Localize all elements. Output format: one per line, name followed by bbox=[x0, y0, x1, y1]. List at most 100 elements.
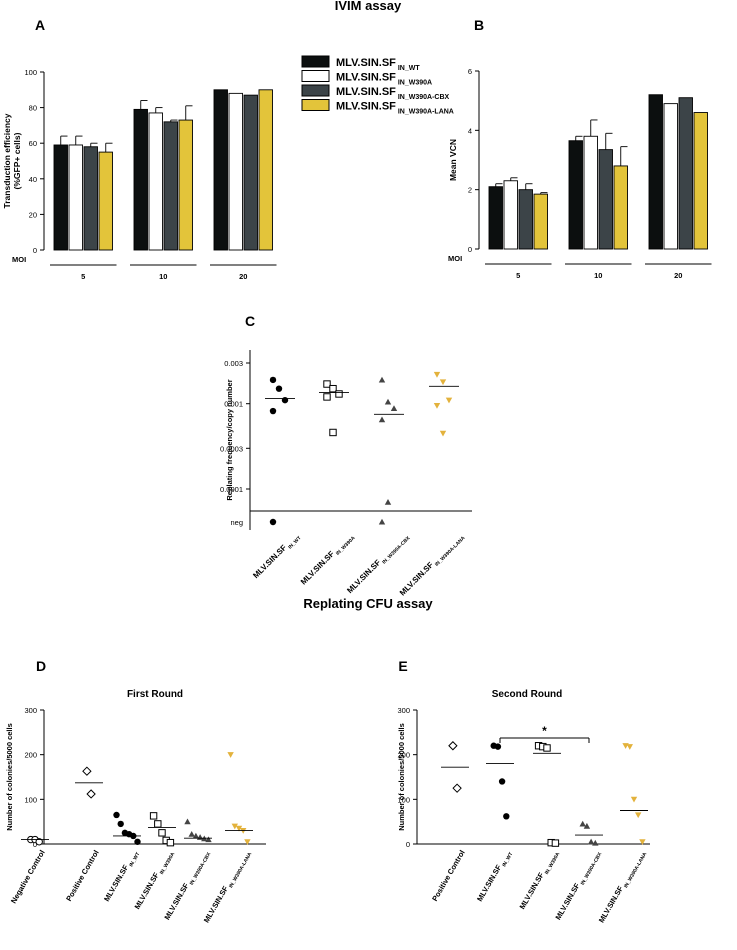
panel-e-point-3-2 bbox=[587, 838, 595, 845]
panel-e-point-0-0 bbox=[448, 741, 458, 751]
panel-a-bar-0-1 bbox=[68, 144, 83, 251]
panel-b-bar-2-1 bbox=[663, 103, 678, 250]
panel-b-y-tick-label-2: 4 bbox=[468, 126, 472, 135]
panel-e-point-4-1 bbox=[626, 744, 633, 750]
panel-e-x-label-0: Positive Control bbox=[430, 849, 467, 903]
panel-d-point-5-4 bbox=[244, 839, 251, 845]
panel-b-category-label-2: 20 bbox=[674, 271, 682, 280]
panel-d-title: First Round bbox=[127, 689, 183, 700]
panel-b-bar-0-2 bbox=[518, 189, 533, 250]
panel-b-bar-2-2 bbox=[678, 97, 693, 250]
panel-c-point-2-3 bbox=[378, 416, 386, 423]
panel-b-y-tick-label-0: 0 bbox=[468, 245, 472, 254]
panel-b-category-label-1: 10 bbox=[594, 271, 602, 280]
panel-c-y-axis-label: Replating frequency/copy number bbox=[225, 379, 234, 500]
panel-d-chart: First Round 0 100 200 300 Number of colonies/… bbox=[5, 689, 266, 926]
panel-d-y-tick-label-3: 300 bbox=[24, 706, 37, 715]
panel-b-bar-2-3 bbox=[693, 112, 708, 250]
legend-swatch-3 bbox=[301, 99, 330, 111]
panel-c-point-3-2 bbox=[445, 397, 453, 404]
panel-d-y-tick-label-1: 100 bbox=[24, 795, 37, 804]
panel-e-x-label-3: MLV.SIN.SF IN_W390A-CBX bbox=[553, 848, 603, 923]
panel-b-y-tick-label-1: 2 bbox=[468, 186, 472, 195]
panel-e-point-4-2 bbox=[630, 796, 638, 803]
legend-label-2-subscript: IN_W390A-CBX bbox=[396, 94, 450, 101]
panel-a-bar-0-3 bbox=[98, 151, 113, 251]
panel-b-y-tick-label-3: 6 bbox=[468, 67, 472, 76]
panel-c-x-label-1-subscript: IN_W390A bbox=[334, 535, 357, 558]
panel-c-point-0-2 bbox=[281, 396, 289, 404]
panel-e-y-tick-label-3: 300 bbox=[397, 706, 410, 715]
panel-c-point-3-4 bbox=[439, 430, 447, 437]
legend-swatch-0 bbox=[301, 55, 330, 68]
panel-e-point-2-4 bbox=[551, 839, 560, 847]
panel-c-y-tick-label-1: 0.001 bbox=[224, 400, 243, 409]
legend-label-2: MLV.SIN.SF IN_W390A-CBX bbox=[336, 86, 450, 101]
panel-d-point-0-2 bbox=[35, 838, 43, 846]
panel-c-point-1-1 bbox=[329, 384, 337, 393]
panel-d-x-label-2-subscript: IN_WT bbox=[128, 852, 142, 870]
panel-b-bar-0-3 bbox=[533, 193, 548, 250]
panel-e-x-label-2-subscript: IN_W390A bbox=[543, 851, 561, 877]
panel-e-point-1-2 bbox=[498, 778, 506, 785]
legend-label-3: MLV.SIN.SF IN_W390A-LANA bbox=[336, 101, 454, 116]
panel-c-y-tick-label-3: 0.0001 bbox=[220, 485, 243, 494]
panel-d-point-5-2 bbox=[235, 825, 243, 832]
panel-letter-e: E bbox=[398, 658, 407, 674]
panel-d-point-3-0 bbox=[149, 812, 158, 820]
replating-cfu-title: Replating CFU assay bbox=[303, 596, 433, 611]
panel-e-point-1-1 bbox=[494, 743, 502, 750]
panel-a-bar-2-1 bbox=[228, 92, 243, 251]
panel-e-x-label-2: MLV.SIN.SF IN_W390A bbox=[518, 848, 562, 912]
panel-a-bar-2-0 bbox=[213, 89, 228, 251]
panel-a-bar-2-3 bbox=[258, 89, 273, 251]
panel-d-y-tick-label-2: 200 bbox=[24, 751, 37, 760]
panel-a-bar-2-2 bbox=[243, 94, 258, 251]
panel-e-point-3-1 bbox=[583, 822, 591, 829]
panel-e-title: Second Round bbox=[492, 689, 563, 700]
panel-e-y-tick-label-1: 100 bbox=[397, 795, 410, 804]
panel-b-chart: 0 2 4 6 Mean VCN 5 10 20 MOI bbox=[448, 67, 712, 280]
panel-c-point-3-1 bbox=[439, 379, 447, 386]
panel-a-y-tick-label-5: 100 bbox=[24, 68, 37, 77]
panel-b-bar-0-0 bbox=[488, 186, 503, 250]
panel-c-neg-point-0-0 bbox=[269, 518, 277, 526]
panel-a-category-label-2: 20 bbox=[239, 272, 247, 281]
legend-label-3-subscript: IN_W390A-LANA bbox=[396, 109, 454, 116]
panel-d-x-label-5-subscript: IN_W390A-LANA bbox=[227, 851, 253, 890]
panel-b-bar-1-1 bbox=[583, 135, 598, 250]
panel-a-y-tick-label-0: 0 bbox=[33, 246, 37, 255]
panel-c-y-tick-label-0: 0.003 bbox=[224, 359, 243, 368]
panel-d-point-4-2 bbox=[192, 832, 200, 839]
panel-a-y-tick-label-3: 60 bbox=[29, 139, 37, 148]
ivim-assay-title: IVIM assay bbox=[335, 0, 402, 13]
panel-d-y-axis-label: Number of colonies/5000 cells bbox=[5, 723, 14, 831]
panel-letter-c: C bbox=[245, 313, 255, 329]
legend-swatch-2 bbox=[301, 84, 330, 97]
panel-e-x-label-4-subscript: IN_W390A-LANA bbox=[622, 851, 648, 890]
panel-e-y-tick-label-2: 200 bbox=[397, 751, 410, 760]
panel-a-moi-label: MOI bbox=[12, 255, 26, 264]
panel-d-point-4-0 bbox=[184, 818, 191, 825]
legend-label-1: MLV.SIN.SF IN_W390A bbox=[336, 72, 432, 87]
panel-e-y-tick-label-0: 0 bbox=[406, 840, 410, 849]
panel-e-point-0-1 bbox=[452, 783, 462, 793]
panel-c-y-tick-label-neg: neg bbox=[230, 518, 243, 527]
panel-c-point-1-0 bbox=[323, 380, 331, 388]
panel-d-point-3-2 bbox=[158, 829, 166, 837]
panel-d-point-5-0 bbox=[227, 752, 234, 758]
panel-d-y-tick-label-0: 0 bbox=[33, 840, 37, 849]
panel-a-bar-0-0 bbox=[53, 144, 68, 251]
panel-c-point-0-3 bbox=[269, 407, 277, 415]
panel-d-point-4-5 bbox=[205, 836, 212, 843]
panel-b-bar-2-0 bbox=[648, 94, 663, 250]
legend-label-0: MLV.SIN.SF IN_WT bbox=[336, 57, 420, 72]
panel-c-point-3-0 bbox=[433, 371, 441, 378]
panel-e-point-4-3 bbox=[635, 812, 642, 819]
panel-c-point-2-1 bbox=[384, 398, 392, 405]
panel-d-x-label-4-subscript: IN_W390A-CBX bbox=[188, 851, 213, 888]
panel-d-point-1-0 bbox=[82, 766, 92, 776]
panel-e-point-2-2 bbox=[543, 744, 551, 752]
panel-e-chart: Second Round 0 100 200 300 Number of colonies… bbox=[397, 689, 650, 926]
